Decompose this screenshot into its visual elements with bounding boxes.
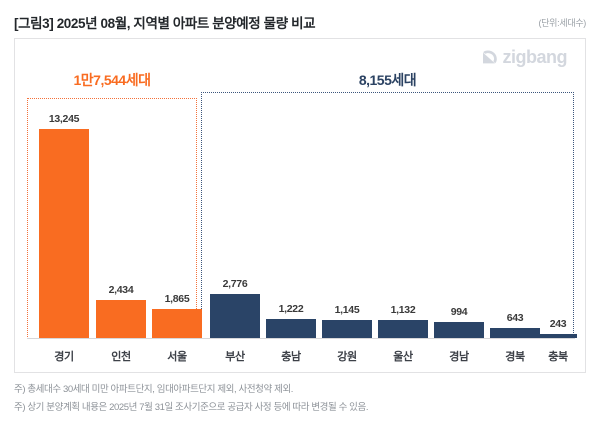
bar[interactable]	[266, 319, 316, 338]
group-total-regional: 8,155세대	[358, 72, 417, 88]
category-label: 인천	[111, 351, 131, 363]
bar[interactable]	[210, 294, 260, 338]
plot-area: 1만7,544세대 8,155세대 13,245 경기 2,434 인천 1,8…	[15, 39, 587, 374]
bar[interactable]	[434, 322, 484, 338]
bar-slot[interactable]: 1,132	[372, 75, 434, 338]
bar-value: 2,776	[222, 278, 248, 290]
bar[interactable]	[39, 129, 89, 338]
bar-slot[interactable]: 1,222	[260, 75, 322, 338]
chart-container: zigbang 1만7,544세대 8,155세대 13,245 경기 2,43…	[14, 38, 586, 373]
category-label: 부산	[225, 351, 245, 363]
bar-value: 1,132	[390, 304, 416, 316]
bar-value: 2,434	[108, 284, 134, 296]
bar[interactable]	[527, 334, 577, 338]
bar-value: 1,145	[334, 304, 360, 316]
zigbang-mark-icon	[481, 50, 498, 65]
bar-slot[interactable]: 2,434	[90, 75, 152, 338]
category-label: 경북	[505, 351, 525, 363]
category-label: 강원	[337, 351, 357, 363]
bar[interactable]	[490, 328, 540, 338]
category-label: 서울	[167, 351, 187, 363]
footnote-item: 주) 총세대수 30세대 미만 아파트단지, 임대아파트단지 제외, 사전청약 …	[14, 384, 294, 395]
bar-slot[interactable]: 643	[484, 75, 546, 338]
bar-value: 1,222	[278, 303, 304, 315]
bar-value: 994	[450, 306, 468, 318]
bar[interactable]	[322, 320, 372, 338]
bar[interactable]	[96, 300, 146, 338]
bar-value: 1,865	[164, 293, 190, 305]
footnotes: 주) 총세대수 30세대 미만 아파트단지, 임대아파트단지 제외, 사전청약 …	[14, 381, 586, 417]
bar-value: 243	[549, 318, 567, 330]
footnote-item: 주) 상기 분양계획 내용은 2025년 7월 31일 조사기준으로 공급자 사…	[14, 402, 369, 413]
bar-slot[interactable]: 2,776	[204, 75, 266, 338]
category-label: 충북	[548, 351, 568, 363]
x-axis-baseline	[27, 338, 575, 339]
bar-slot[interactable]: 13,245	[33, 75, 95, 338]
bar-slot[interactable]: 994	[428, 75, 490, 338]
category-label: 충남	[281, 351, 301, 363]
bar-slot[interactable]: 1,145	[316, 75, 378, 338]
brand-logo: zigbang	[481, 47, 568, 68]
group-total-metro: 1만7,544세대	[73, 72, 151, 88]
page-header: [그림3] 2025년 08월, 지역별 아파트 분양예정 물량 비교 (단위:…	[0, 0, 600, 38]
category-label: 울산	[393, 351, 413, 363]
bar-value: 13,245	[48, 113, 80, 125]
bar-slot[interactable]: 1,865	[146, 75, 208, 338]
bar-value: 643	[506, 312, 524, 324]
bar-slot[interactable]: 243	[513, 75, 577, 338]
page-title: [그림3] 2025년 08월, 지역별 아파트 분양예정 물량 비교	[14, 16, 316, 31]
bar[interactable]	[152, 309, 202, 338]
bar[interactable]	[378, 320, 428, 338]
category-label: 경기	[54, 351, 74, 363]
unit-note: (단위:세대수)	[538, 18, 587, 28]
category-label: 경남	[449, 351, 469, 363]
brand-wordmark: zigbang	[502, 47, 568, 67]
